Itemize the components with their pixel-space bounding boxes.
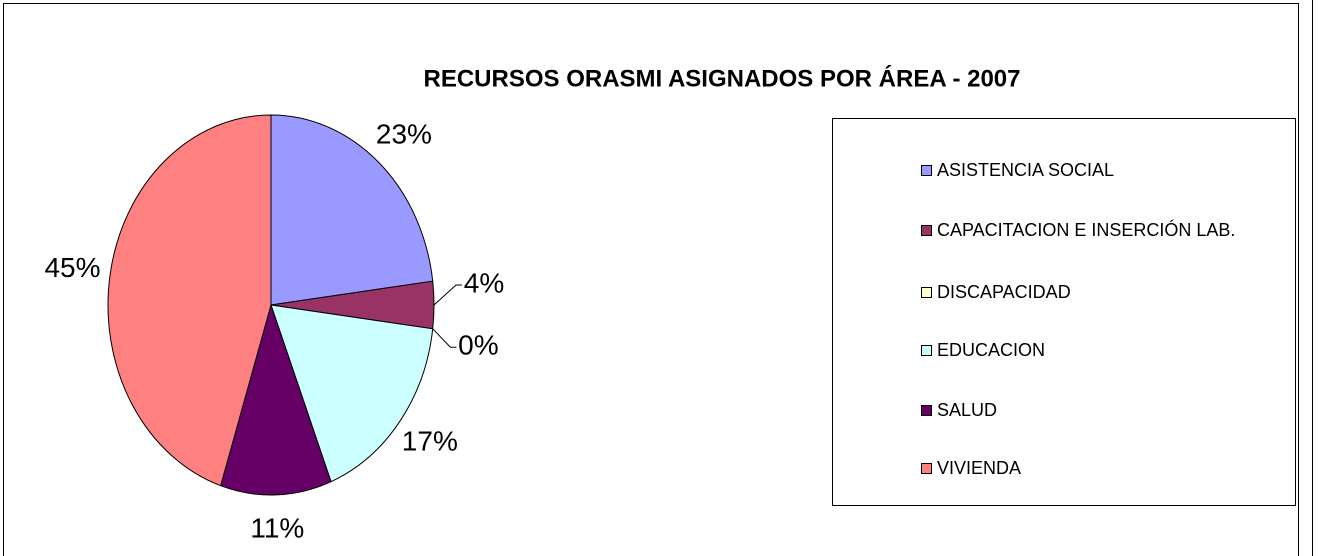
data-label: 23% [376,119,432,150]
legend-label: VIVIENDA [937,458,1022,478]
legend-item: DISCAPACIDAD [921,281,1297,303]
legend-item: SALUD [921,399,1297,421]
legend-item: ASISTENCIA SOCIAL [921,159,1297,181]
leader-line [433,284,462,306]
legend-swatch [921,405,932,416]
legend: ASISTENCIA SOCIAL CAPACITACION E INSERCIÓ… [832,118,1296,506]
legend-label: DISCAPACIDAD [937,282,1071,302]
legend-swatch [921,165,932,176]
legend-item: CAPACITACION E INSERCIÓN LAB. [921,219,1297,241]
pie-slice [220,303,332,496]
legend-label: SALUD [937,400,998,420]
legend-label: ASISTENCIA SOCIAL [937,160,1115,180]
legend-label: CAPACITACION E INSERCIÓN LAB. [937,220,1236,240]
legend-label: EDUCACION [937,340,1046,360]
data-label: 0% [458,330,498,361]
legend-swatch [921,345,932,356]
data-label: 17% [402,425,458,456]
legend-swatch [921,287,932,298]
legend-item: EDUCACION [921,339,1297,361]
data-label: 45% [44,252,100,283]
legend-item: VIVIENDA [921,457,1297,479]
chart-title: RECURSOS ORASMI ASIGNADOS POR ÁREA - 200… [424,64,1021,92]
pie-slice [270,304,434,483]
legend-swatch [921,463,932,474]
leader-line [432,328,457,348]
data-label: 4% [464,267,504,298]
legend-swatch [921,225,932,236]
pie-slice [270,114,434,306]
pie-slice [107,114,272,487]
data-label: 11% [250,512,304,543]
